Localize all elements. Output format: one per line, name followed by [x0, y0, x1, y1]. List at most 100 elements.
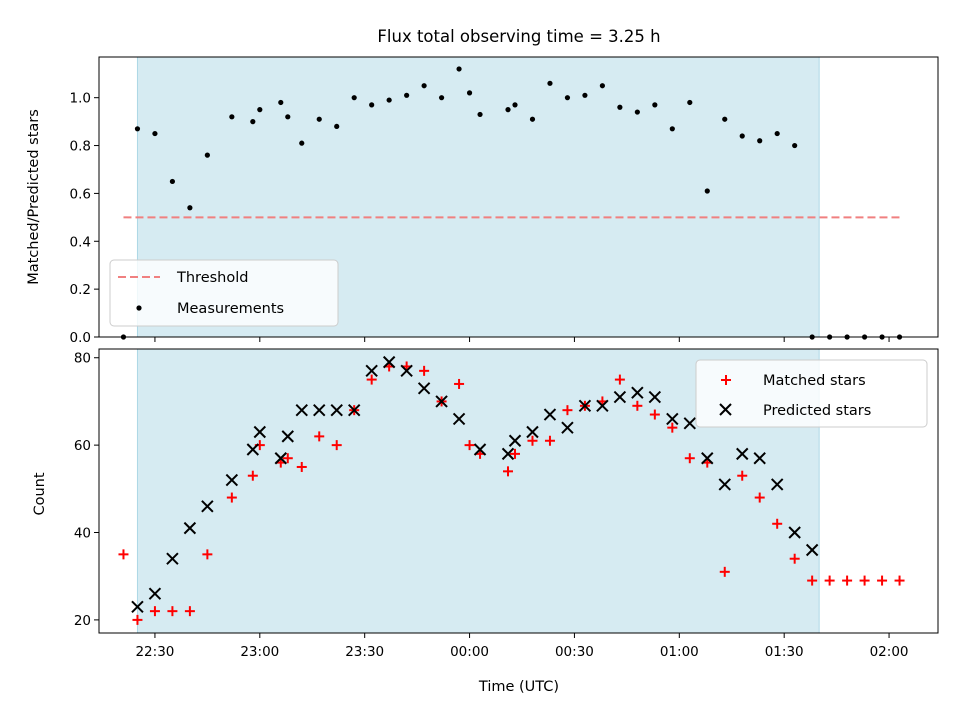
measurement-point [351, 95, 357, 101]
matched-star-point [859, 575, 870, 586]
measurement-point [722, 116, 728, 122]
predicted-star-mark-b [131, 600, 144, 613]
matched-star-point [296, 461, 307, 472]
matched-star-point [649, 409, 660, 420]
matched-star-point [684, 453, 695, 464]
predicted-star-point [736, 447, 749, 461]
matched-star-point [632, 400, 643, 411]
measurement-point [229, 114, 235, 120]
predicted-star-point [382, 355, 396, 369]
predicted-star-point [435, 395, 448, 408]
predicted-star-mark-b [508, 434, 522, 447]
predicted-star-point [788, 526, 801, 539]
legend-predicted-label: Predicted stars [763, 403, 871, 419]
predicted-star-mark-b [578, 399, 592, 413]
measurement-point [250, 119, 256, 125]
predicted-star-mark-b [330, 403, 343, 417]
predicted-star-mark-b [666, 412, 679, 426]
matched-star-point [366, 374, 377, 385]
matched-star-point [184, 606, 195, 617]
legend-matched-swatch [721, 375, 731, 385]
top-y-tick-label: 1.0 [70, 91, 91, 107]
matched-star-point [719, 566, 730, 577]
predicted-star-point [417, 382, 431, 395]
matched-star-point [527, 435, 538, 446]
bottom-y-tick-label: 20 [74, 613, 91, 629]
matched-star-point [877, 575, 888, 586]
predicted-star-point [631, 386, 644, 399]
bottom-y-tick-label: 80 [74, 351, 91, 367]
predicted-star-point [295, 403, 308, 417]
matched-star-point [667, 422, 678, 433]
predicted-star-mark-b [543, 408, 557, 421]
predicted-star-point [274, 452, 287, 465]
measurement-point [669, 126, 675, 132]
measurement-point [278, 99, 284, 106]
matched-star-point [842, 575, 853, 586]
bottom-y-tick-label: 40 [74, 526, 91, 542]
legend-predicted-swatch [719, 403, 732, 416]
predicted-star-point [313, 403, 326, 417]
predicted-star-mark-b [166, 552, 179, 565]
measurement-point [512, 102, 518, 108]
matched-star-point [118, 549, 129, 560]
measurement-point [757, 138, 763, 144]
bottom-x-tick-label: 23:00 [240, 644, 279, 660]
measurement-point [257, 107, 263, 113]
predicted-star-point [246, 443, 260, 456]
bottom-x-tick-label: 01:00 [660, 644, 699, 660]
measurement-point [187, 205, 193, 211]
bottom-x-tick-label: 02:00 [870, 644, 909, 660]
x-axis-label: Time (UTC) [478, 679, 559, 695]
predicted-star-mark-b [452, 412, 466, 426]
measurement-point [421, 83, 427, 89]
predicted-star-mark-b [347, 403, 361, 417]
bottom-x-tick-label: 23:30 [345, 644, 384, 660]
matched-star-point [132, 614, 143, 625]
matched-star-point [754, 492, 765, 503]
bottom-x-tick-label: 00:30 [555, 644, 594, 660]
matched-star-point [807, 575, 818, 586]
matched-star-point [419, 365, 430, 376]
matched-star-point [772, 518, 783, 529]
predicted-star-mark-b [295, 403, 308, 417]
predicted-star-mark-b [753, 452, 766, 465]
measurement-point [599, 83, 606, 89]
predicted-star-point [578, 399, 592, 413]
predicted-star-point [166, 552, 179, 565]
measurement-point [547, 80, 553, 86]
top-y-tick-label: 0.2 [70, 282, 91, 298]
predicted-star-mark-b [246, 443, 260, 456]
predicted-star-mark-b [683, 417, 697, 430]
measurement-point [529, 116, 536, 122]
bottom-x-tick-label: 01:30 [765, 644, 804, 660]
matched-star-point [202, 549, 213, 560]
measurement-point [739, 133, 745, 139]
matched-star-point [454, 378, 465, 389]
predicted-star-point [148, 587, 162, 600]
predicted-star-mark-b [201, 500, 214, 513]
predicted-star-mark-b [225, 473, 239, 487]
top-legend-frame [109, 259, 339, 327]
measurement-point [152, 130, 158, 137]
predicted-star-point [452, 412, 466, 426]
measurement-point [617, 104, 623, 110]
matched-star-point [149, 606, 160, 617]
predicted-star-mark-b [788, 526, 801, 539]
predicted-star-point [508, 434, 522, 447]
predicted-star-mark-b [736, 447, 749, 461]
matched-star-point [247, 470, 258, 481]
predicted-star-point [701, 452, 714, 465]
measurement-point [404, 92, 410, 98]
matched-star-point [824, 575, 835, 586]
measurement-point [204, 152, 210, 158]
predicted-star-point [683, 417, 697, 430]
predicted-star-mark-b [253, 425, 267, 439]
predicted-star-mark-b [648, 390, 662, 404]
top-y-tick-label: 0.0 [70, 330, 91, 346]
predicted-star-mark-b [400, 364, 413, 378]
predicted-star-point [347, 403, 361, 417]
measurement-point [316, 116, 322, 122]
matched-star-point [510, 448, 521, 459]
